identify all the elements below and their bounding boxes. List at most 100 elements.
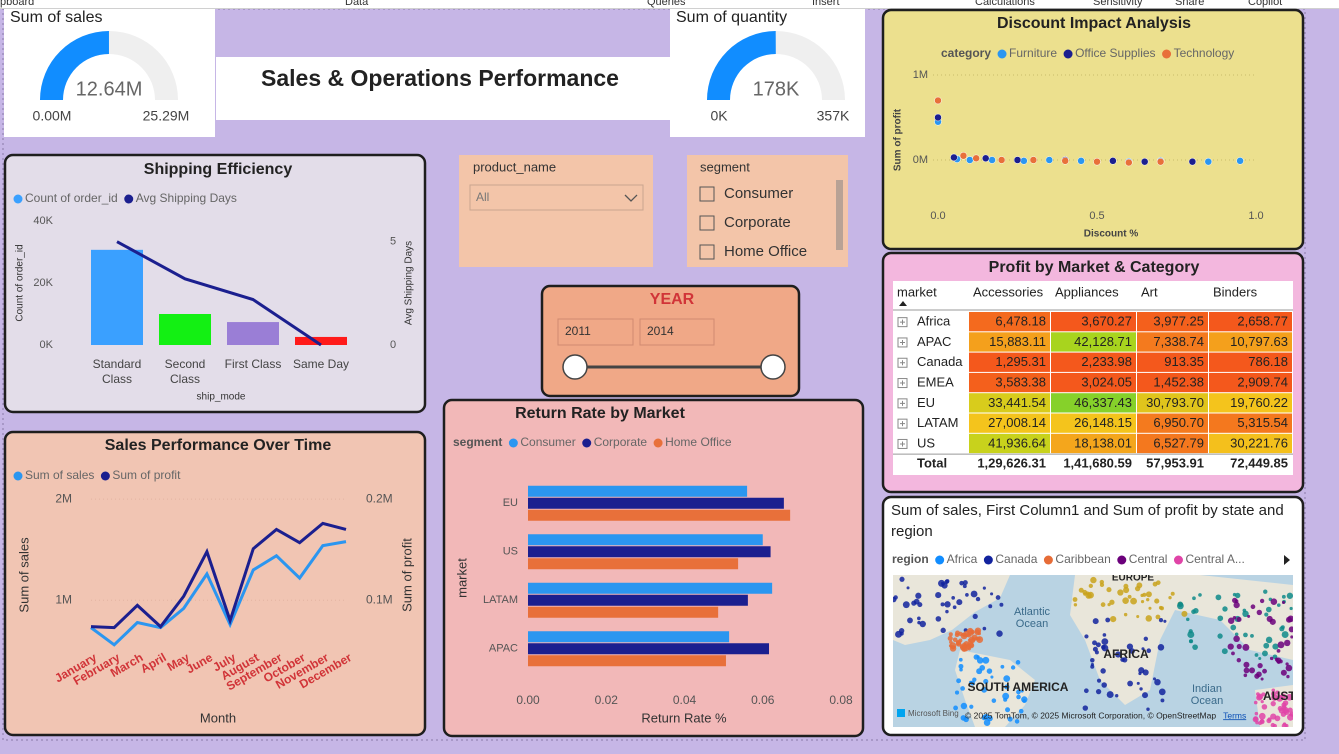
ribbon-tab: Calculations: [975, 0, 1035, 8]
x-tick-label: Standard Class: [92, 357, 142, 386]
map-label: EUROPE: [1112, 573, 1155, 584]
bar: [159, 314, 211, 345]
map-dot: [1243, 673, 1248, 678]
product-slicer[interactable]: [459, 155, 653, 267]
map-dot: [1130, 597, 1137, 605]
map-dot: [976, 655, 980, 659]
land: [955, 650, 1035, 727]
point: [934, 113, 942, 122]
y-tick-label: LATAM: [483, 594, 518, 606]
brand-logo: [897, 709, 905, 717]
expand-icon: [897, 438, 908, 449]
map-dot: [962, 584, 967, 589]
map-dot: [960, 644, 966, 651]
y-tick-label: US: [503, 546, 518, 558]
slicer-title: segment: [700, 159, 750, 174]
map-dot: [1102, 633, 1107, 637]
cell: [1137, 393, 1208, 413]
map-dot: [961, 632, 966, 637]
legend-label: Furniture: [1009, 46, 1057, 60]
x-tick-label: 0.04: [673, 693, 697, 707]
map-dot: [953, 705, 958, 711]
map-dot: [1101, 644, 1109, 652]
point: [934, 96, 942, 105]
map-dot: [1280, 693, 1287, 700]
discount-panel: [881, 8, 1305, 251]
map-dot: [1266, 718, 1272, 724]
cell-value: 30,221.76: [1230, 435, 1288, 450]
legend-marker: [1162, 49, 1172, 59]
map-dot: [1243, 667, 1250, 674]
cell-value: 2,658.77: [1237, 314, 1288, 329]
year-start-box[interactable]: [557, 318, 634, 346]
cell-value: 27,008.14: [988, 415, 1046, 430]
expand-icon-plus: [900, 400, 905, 406]
slider-handle[interactable]: [760, 354, 786, 380]
map-dot: [1230, 624, 1237, 631]
cell-value: 7,338.74: [1153, 334, 1204, 349]
cell: [1137, 312, 1208, 332]
checkbox[interactable]: [699, 244, 715, 260]
expand-icon: [897, 398, 908, 409]
legend-label: Office Supplies: [1075, 46, 1156, 60]
map-dot: [1015, 660, 1021, 665]
map-dot: [949, 645, 957, 652]
cell: [1137, 332, 1208, 352]
gauge-value: 12.64M: [76, 78, 143, 100]
dropdown[interactable]: [469, 184, 644, 211]
map-dot: [1289, 606, 1293, 611]
cell: [1051, 352, 1136, 372]
map-dot: [982, 656, 990, 664]
map-dot: [1236, 643, 1242, 650]
map-label: AUST: [1263, 689, 1296, 703]
checkbox[interactable]: [699, 186, 715, 202]
map-dot: [1095, 642, 1101, 648]
legend-title: category: [941, 46, 991, 60]
map-brand: Microsoft Bing: [908, 709, 959, 718]
map-dot: [1259, 598, 1265, 604]
map-dot: [1084, 634, 1089, 639]
point: [950, 153, 958, 162]
x-tick-label: 0.06: [751, 693, 775, 707]
map-dot: [1286, 592, 1293, 599]
map-dot: [990, 675, 994, 679]
map-dot: [1282, 700, 1289, 706]
map-dot: [960, 686, 965, 691]
map-dot: [1254, 673, 1260, 679]
map-dot: [1272, 643, 1279, 650]
total-value: 1,29,626.31: [977, 456, 1046, 471]
cell: [969, 372, 1050, 393]
map-dot: [907, 617, 913, 624]
map-dot: [976, 636, 984, 644]
map-dot: [1198, 593, 1202, 597]
map-dot: [1265, 606, 1272, 613]
map-dot: [1270, 713, 1277, 720]
scrollbar[interactable]: [836, 180, 843, 250]
map-dot: [963, 716, 969, 723]
map-dot: [962, 580, 968, 586]
slider-handle[interactable]: [562, 354, 588, 380]
year-start: 2011: [565, 324, 591, 338]
map-dot: [899, 576, 905, 582]
map-dot: [995, 595, 1001, 600]
map-dot: [1193, 608, 1199, 614]
point: [1029, 156, 1038, 164]
expand-icon: [897, 357, 908, 368]
checkbox[interactable]: [699, 215, 715, 231]
map-terms[interactable]: Terms: [1223, 710, 1246, 720]
point: [1013, 156, 1022, 164]
x-tick-label: 0.0: [930, 210, 945, 222]
point: [1109, 157, 1117, 165]
gauge-fill: [40, 31, 109, 100]
dropdown-chevron[interactable]: [624, 194, 638, 202]
cell: [1209, 413, 1292, 433]
y2-axis-title: Sum of profit: [399, 538, 414, 612]
map-dot: [976, 668, 983, 675]
legend-next[interactable]: [1284, 555, 1290, 565]
map-dot: [958, 638, 963, 643]
year-end-box[interactable]: [639, 318, 715, 346]
x-tick-label: 0.08: [829, 693, 853, 707]
slicer-item: Home Office: [724, 243, 807, 260]
map-dot: [944, 601, 951, 608]
